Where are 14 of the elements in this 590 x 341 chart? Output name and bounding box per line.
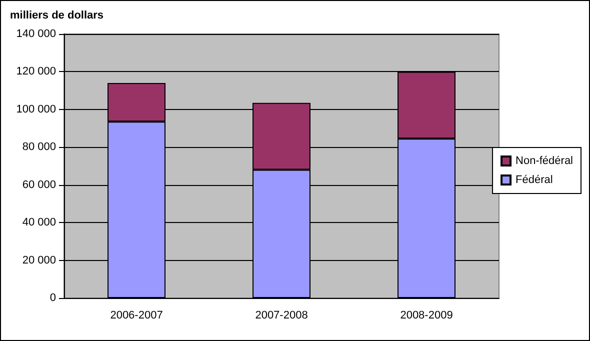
legend-label: Fédéral [516, 174, 553, 186]
y-tick-label: 40 000 [22, 216, 56, 229]
y-tick-label: 60 000 [22, 178, 56, 191]
y-tick-label: 140 000 [16, 28, 56, 40]
x-tick-label: 2006-2007 [110, 310, 163, 322]
y-tick-label: 0 [50, 292, 56, 304]
x-tick-label: 2007-2008 [255, 310, 308, 322]
x-tick-label: 2008-2009 [400, 310, 453, 322]
y-tick-label: 100 000 [16, 103, 56, 116]
y-tick-label: 80 000 [22, 141, 56, 154]
legend-label: Non-fédéral [516, 155, 574, 167]
y-axis-title: milliers de dollars [10, 10, 104, 22]
y-tick-label: 120 000 [16, 66, 56, 78]
y-tick-label: 20 000 [22, 254, 56, 266]
